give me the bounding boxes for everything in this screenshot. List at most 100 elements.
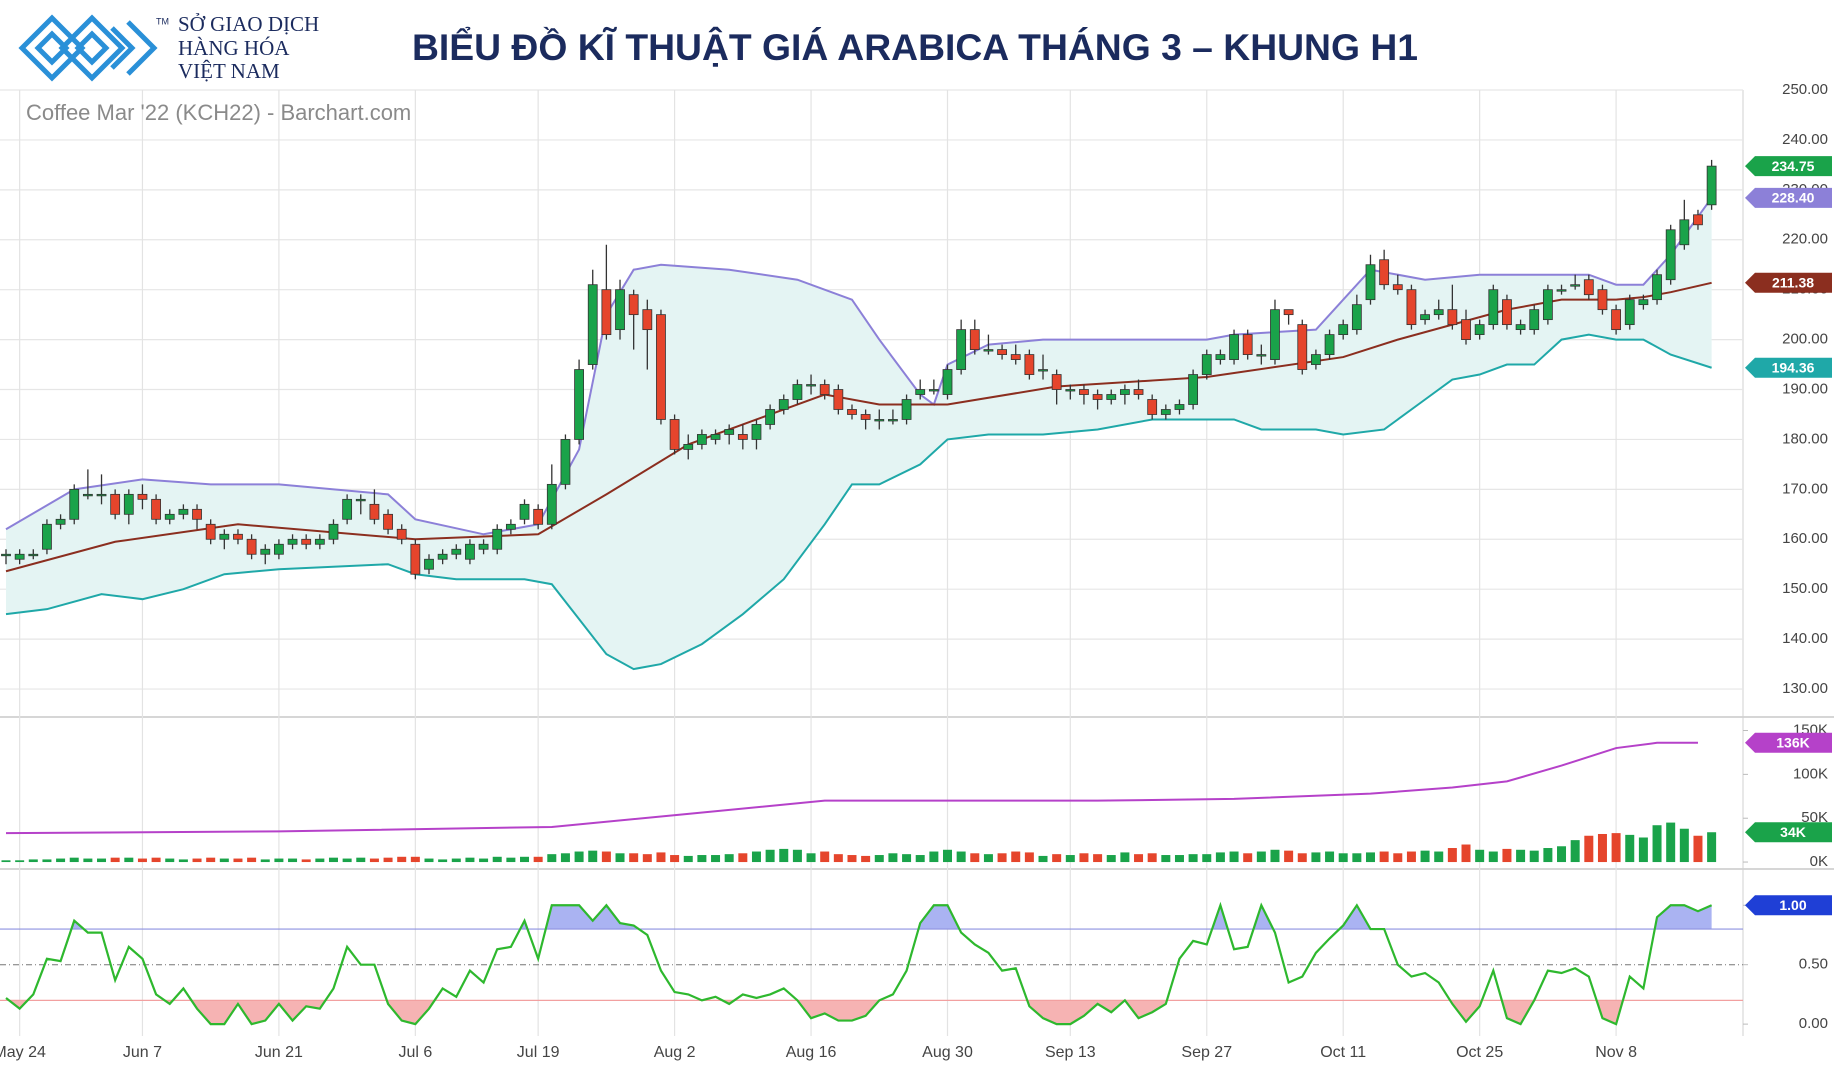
last-value-tag	[1745, 895, 1832, 916]
candle-body	[1597, 289, 1608, 311]
last-value-label: 136K	[1776, 735, 1809, 751]
candle-body	[1324, 334, 1335, 355]
candle-body	[383, 513, 393, 530]
candle-body	[69, 488, 80, 520]
candle-body	[1065, 389, 1076, 392]
logo-shape	[126, 20, 158, 76]
volume-bar	[943, 849, 952, 863]
candle-body	[1624, 299, 1635, 326]
candle-body	[1488, 289, 1499, 326]
volume-bar	[301, 859, 311, 863]
candle-body	[683, 444, 694, 450]
candle-body	[1, 553, 11, 557]
logo-shape	[18, 14, 86, 82]
volume-bar	[219, 858, 229, 863]
volume-bar	[479, 858, 489, 863]
volume-bar	[1243, 853, 1253, 863]
candle-body	[1433, 309, 1444, 316]
volume-bar	[1079, 853, 1089, 863]
volume-bar	[1516, 849, 1526, 863]
volume-bar	[615, 853, 625, 863]
volume-bar	[765, 849, 775, 863]
y-tick-label: 0.50	[1799, 956, 1828, 973]
volume-bar	[1, 860, 11, 863]
volume-bar	[492, 856, 502, 863]
volume-bar	[956, 851, 966, 863]
volume-bar	[1338, 853, 1348, 863]
x-tick-label: Aug 30	[922, 1044, 973, 1061]
candle-body	[1351, 304, 1362, 331]
candle-body	[1379, 259, 1390, 286]
last-value-tag	[1745, 822, 1832, 843]
last-value-tag	[1745, 272, 1832, 293]
page-title: BIỂU ĐỒ KĨ THUẬT GIÁ ARABICA THÁNG 3 – K…	[412, 26, 1418, 68]
candle-body	[1570, 284, 1581, 287]
volume-bar	[424, 858, 434, 863]
candle-body	[505, 523, 516, 530]
logo-shape	[58, 14, 126, 82]
candle-body	[1270, 309, 1280, 360]
volume-bar	[1352, 853, 1362, 863]
volume-bar	[820, 851, 830, 863]
candle-body	[82, 493, 93, 497]
x-tick-label: Aug 16	[786, 1044, 837, 1061]
volume-bar	[383, 857, 393, 863]
volume-bar	[260, 859, 270, 863]
volume-bar	[1611, 833, 1621, 863]
candle-body	[1338, 324, 1349, 335]
volume-bar	[1707, 832, 1717, 863]
candle-body	[1542, 289, 1553, 321]
volume-bar	[1475, 849, 1485, 863]
candle-body	[860, 414, 871, 420]
volume-bar	[1420, 850, 1430, 863]
logo-shape	[74, 30, 110, 66]
candle-body	[792, 384, 803, 400]
volume-bar	[724, 854, 734, 863]
volume-bar	[520, 856, 530, 863]
candle-body	[696, 434, 707, 445]
x-tick-label: May 24	[0, 1044, 46, 1061]
y-tick-label: 100K	[1793, 765, 1828, 782]
candle-body	[1665, 229, 1676, 281]
candle-body	[342, 498, 353, 520]
candle-body	[1283, 309, 1294, 316]
candle-body	[1256, 354, 1267, 357]
volume-bar	[670, 855, 680, 863]
y-tick-label: 130.00	[1782, 680, 1828, 697]
last-value-label: 211.38	[1772, 274, 1814, 290]
volume-bar	[1393, 853, 1403, 863]
volume-bar	[574, 851, 584, 863]
volume-bar	[1679, 828, 1689, 863]
candle-body	[1229, 334, 1239, 360]
label-layer: Coffee Mar '22 (KCH22) - Barchart.com 13…	[0, 81, 1832, 1061]
candle-body	[765, 409, 776, 425]
candle-body	[969, 329, 980, 350]
volume-bar	[847, 855, 857, 863]
candle-body	[1461, 319, 1471, 341]
volume-bar	[451, 858, 461, 863]
volume-bar	[110, 857, 120, 863]
candle-body	[1365, 264, 1376, 301]
candle-body	[178, 508, 189, 515]
volume-bar	[356, 857, 366, 863]
candle-body	[628, 294, 639, 316]
volume-bar	[192, 858, 202, 863]
volume-bar	[206, 857, 216, 863]
volume-bar	[288, 858, 298, 863]
volume-bar	[1666, 822, 1676, 863]
volume-bar	[397, 856, 407, 863]
candle-body	[1529, 309, 1540, 331]
candle-body	[328, 523, 339, 540]
volume-bar	[1502, 848, 1512, 863]
volume-bar	[506, 857, 516, 863]
volume-bar	[274, 858, 284, 863]
candle-body	[1583, 279, 1594, 296]
indicator-line	[5, 333, 1712, 671]
candle-body	[533, 508, 544, 525]
volume-bar	[629, 853, 639, 863]
candle-body	[1693, 214, 1703, 226]
oversold-fill	[6, 1000, 1712, 1025]
candle-body	[1038, 369, 1048, 372]
volume-bar	[1256, 851, 1266, 863]
